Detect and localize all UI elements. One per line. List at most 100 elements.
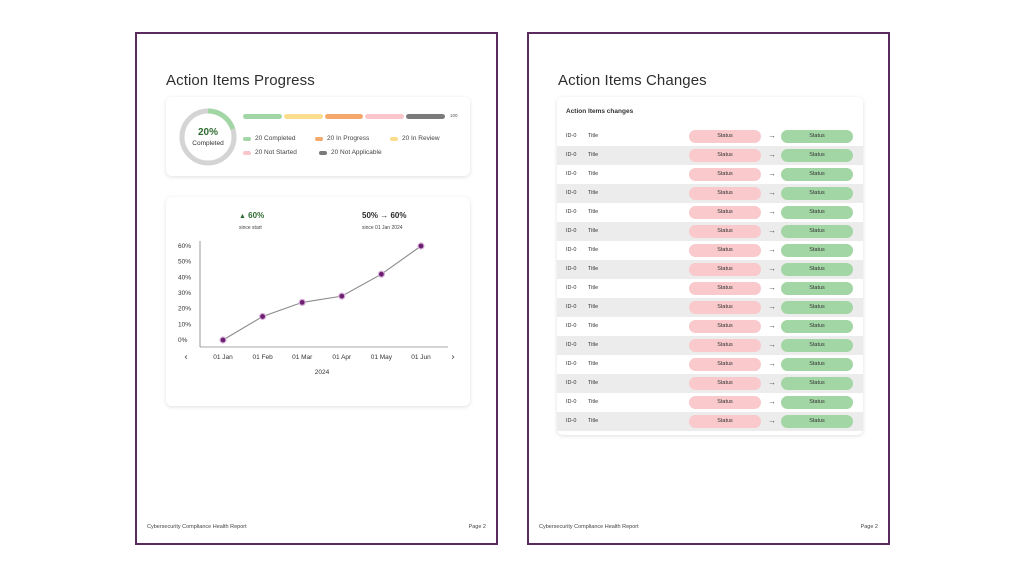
series-line (222, 245, 422, 341)
y-tick-label: 60% (178, 243, 191, 250)
legend-in-review: 20 In Review (390, 135, 440, 142)
legend-swatch (319, 150, 327, 155)
status-to-badge: Status (781, 377, 853, 390)
legend-not-started: 20 Not Started (243, 149, 297, 156)
data-point (417, 242, 425, 250)
row-title: Title (588, 133, 599, 139)
y-tick-label: 40% (178, 274, 191, 281)
status-to-badge: Status (781, 149, 853, 162)
progress-summary-card: 20% Completed 100 20 Completed 20 In Pro… (166, 97, 470, 176)
status-to-badge: Status (781, 130, 853, 143)
table-row[interactable]: ID-0 Title Status → Status (557, 298, 863, 317)
bar-segment-in-review (283, 114, 323, 119)
table-row[interactable]: ID-0 Title Status → Status (557, 374, 863, 393)
changes-table-card: Action Items changes ID-0 Title Status → Sta… (557, 97, 863, 435)
completion-percent: 20% (197, 127, 218, 138)
status-from-badge: Status (689, 377, 761, 390)
legend-label: 20 Not Started (255, 149, 297, 156)
table-row[interactable]: ID-0 Title Status → Status (557, 260, 863, 279)
legend-swatch (243, 136, 251, 141)
status-to-badge: Status (781, 187, 853, 200)
data-point (377, 270, 385, 278)
status-from-badge: Status (689, 206, 761, 219)
bar-segment-not-applicable (406, 114, 445, 119)
row-title: Title (588, 399, 599, 405)
table-row[interactable]: ID-0 Title Status → Status (557, 146, 863, 165)
legend-in-progress: 20 In Progress (315, 135, 369, 142)
status-to-badge: Status (781, 225, 853, 238)
row-title: Title (588, 361, 599, 367)
completion-donut (179, 108, 237, 166)
row-title: Title (588, 228, 599, 234)
page-number: Page 2 (468, 524, 486, 530)
row-id: ID-0 (566, 152, 577, 158)
progress-chart-card: ▲ 60% since start 50% → 60% since 01 Jan… (166, 197, 470, 406)
row-id: ID-0 (566, 228, 577, 234)
status-from-badge: Status (689, 282, 761, 295)
x-tick-label: 01 Apr (332, 354, 352, 361)
data-point (258, 312, 267, 321)
status-to-badge: Status (781, 415, 853, 428)
status-from-badge: Status (689, 415, 761, 428)
status-to-badge: Status (781, 396, 853, 409)
row-id: ID-0 (566, 285, 577, 291)
legend-label: 20 Not Applicable (331, 149, 382, 156)
changes-table-rows: ID-0 Title Status → Status ID-0 Title Status → St… (557, 127, 863, 431)
arrow-right-icon: → (768, 131, 776, 140)
progress-line-chart: 60% 50% 40% 30% 20% 10% 0% 01 Jan 01 Feb 01 Mar 01… (178, 241, 455, 376)
legend-swatch (243, 150, 251, 155)
row-title: Title (588, 190, 599, 196)
table-row[interactable]: ID-0 Title Status → Status (557, 412, 863, 431)
status-to-badge: Status (781, 301, 853, 314)
table-row[interactable]: ID-0 Title Status → Status (557, 203, 863, 222)
legend-label: 20 In Review (402, 135, 440, 142)
table-row[interactable]: ID-0 Title Status → Status (557, 184, 863, 203)
status-from-badge: Status (689, 320, 761, 333)
table-row[interactable]: ID-0 Title Status → Status (557, 355, 863, 374)
data-point (298, 298, 306, 307)
y-tick-label: 50% (178, 259, 191, 266)
status-from-badge: Status (689, 396, 761, 409)
bar-segment-not-started (365, 114, 405, 119)
table-row[interactable]: ID-0 Title Status → Status (557, 317, 863, 336)
table-row[interactable]: ID-0 Title Status → Status (557, 127, 863, 146)
status-to-badge: Status (781, 320, 853, 333)
arrow-right-icon: → (768, 283, 776, 292)
since-start-label: since start (239, 225, 262, 231)
arrow-right-icon: → (768, 378, 776, 387)
status-from-badge: Status (689, 244, 761, 257)
row-id: ID-0 (566, 133, 577, 139)
arrow-right-icon: → (768, 226, 776, 235)
y-tick-label: 0% (178, 337, 188, 344)
status-to-badge: Status (781, 339, 853, 352)
row-id: ID-0 (566, 399, 577, 405)
legend-not-applicable: 20 Not Applicable (319, 149, 382, 156)
table-row[interactable]: ID-0 Title Status → Status (557, 222, 863, 241)
table-row[interactable]: ID-0 Title Status → Status (557, 279, 863, 298)
table-title: Action Items changes (566, 108, 634, 115)
row-title: Title (588, 285, 599, 291)
arrow-right-icon: → (768, 416, 776, 425)
legend-swatch (390, 136, 398, 141)
legend-label: 20 In Progress (327, 135, 370, 142)
page-footer: Cybersecurity Compliance Health Report P… (539, 524, 878, 530)
table-row[interactable]: ID-0 Title Status → Status (557, 241, 863, 260)
legend-label: 20 Completed (255, 135, 296, 142)
arrow-right-icon: → (768, 150, 776, 159)
table-row[interactable]: ID-0 Title Status → Status (557, 165, 863, 184)
x-axis-title: 2024 (315, 369, 330, 376)
y-tick-label: 20% (178, 306, 191, 313)
y-tick-label: 10% (178, 321, 191, 328)
data-point (219, 336, 227, 344)
completion-label: Completed (192, 140, 224, 147)
status-to-badge: Status (781, 263, 853, 276)
status-distribution-bar (243, 114, 445, 119)
status-to-badge: Status (781, 358, 853, 371)
status-from-badge: Status (689, 149, 761, 162)
table-row[interactable]: ID-0 Title Status → Status (557, 336, 863, 355)
x-tick-label: 01 Jan (213, 354, 233, 361)
table-row[interactable]: ID-0 Title Status → Status (557, 393, 863, 412)
row-title: Title (588, 247, 599, 253)
chevron-right-icon: › (451, 352, 455, 363)
page-number: Page 2 (860, 524, 878, 530)
